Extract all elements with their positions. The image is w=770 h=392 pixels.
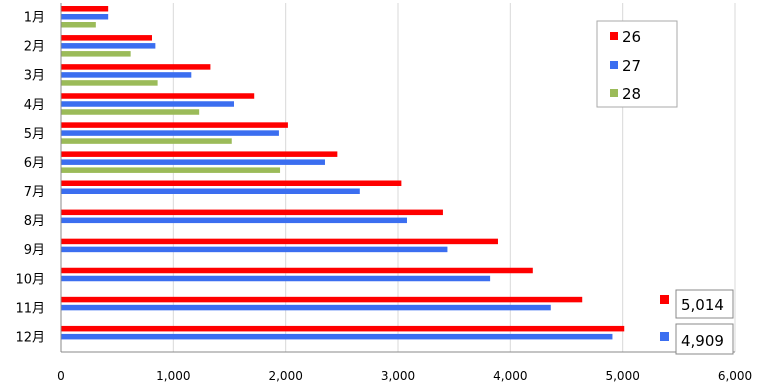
x-tick-labels: 0 1,000 2,000 3,000 4,000 5,000 6,000 [57, 369, 752, 383]
category-label: 4月 [24, 98, 45, 113]
bar-26-3 [61, 64, 211, 70]
bar-26-9 [61, 238, 498, 245]
bar-26-10 [61, 267, 533, 274]
bar-26-5 [61, 122, 288, 128]
category-label: 6月 [24, 156, 45, 171]
bars [61, 6, 625, 340]
legend-label-26: 26 [622, 28, 641, 46]
callout-27: 4,909 [660, 323, 734, 355]
legend-swatch-26 [610, 32, 618, 40]
bar-27-8 [61, 217, 407, 224]
x-tick-label: 1,000 [156, 369, 190, 383]
callout-26-box [675, 289, 734, 319]
bar-26-11 [61, 296, 583, 303]
bar-27-4 [61, 101, 234, 107]
legend-label-28: 28 [622, 85, 641, 103]
x-tick-label: 6,000 [718, 369, 752, 383]
category-label: 10月 [15, 272, 45, 287]
callout-27-label: 4,909 [681, 332, 724, 350]
bar-27-5 [61, 130, 279, 136]
bar-28-2 [61, 51, 131, 57]
bar-27-11 [61, 304, 551, 311]
category-label: 3月 [24, 69, 45, 84]
category-labels: 1月 2月 3月 4月 5月 6月 7月 8月 9月 10月 11月 12月 [15, 11, 45, 346]
bar-28-6 [61, 167, 281, 173]
category-label: 7月 [24, 185, 45, 200]
x-tick-label: 2,000 [268, 369, 302, 383]
category-label: 5月 [24, 127, 45, 142]
callout-26-marker [660, 295, 669, 304]
x-tick-label: 3,000 [381, 369, 415, 383]
bar-26-12 [61, 325, 625, 332]
bar-27-12 [61, 333, 613, 340]
bar-26-1 [61, 6, 109, 12]
callout-26-label: 5,014 [681, 296, 724, 314]
category-label: 12月 [15, 330, 45, 345]
bar-27-6 [61, 159, 325, 165]
x-tick-label: 4,000 [493, 369, 527, 383]
bar-26-8 [61, 209, 443, 216]
callout-27-marker [660, 332, 669, 341]
bar-27-9 [61, 246, 448, 253]
legend-swatch-28 [610, 89, 618, 97]
bar-28-3 [61, 80, 158, 86]
bar-27-1 [61, 14, 109, 20]
bar-27-3 [61, 72, 192, 78]
bar-27-2 [61, 43, 156, 49]
legend-label-27: 27 [622, 57, 641, 75]
category-label: 11月 [15, 301, 45, 316]
bar-27-10 [61, 275, 491, 282]
x-tick-label: 0 [57, 369, 65, 383]
legend-swatch-27 [610, 61, 618, 69]
callout-26: 5,014 [660, 289, 734, 319]
legend: 26 27 28 [596, 20, 678, 108]
category-label: 2月 [24, 40, 45, 55]
bar-26-4 [61, 93, 255, 99]
callout-27-box [675, 323, 734, 355]
bar-28-1 [61, 22, 96, 28]
category-label: 1月 [24, 11, 45, 26]
bar-26-6 [61, 151, 338, 157]
bar-26-2 [61, 35, 152, 41]
x-tick-label: 5,000 [605, 369, 639, 383]
bar-27-7 [61, 188, 360, 194]
category-label: 9月 [24, 243, 45, 258]
bar-28-4 [61, 109, 200, 115]
bar-28-5 [61, 138, 232, 144]
category-label: 8月 [24, 214, 45, 229]
bar-26-7 [61, 180, 402, 186]
